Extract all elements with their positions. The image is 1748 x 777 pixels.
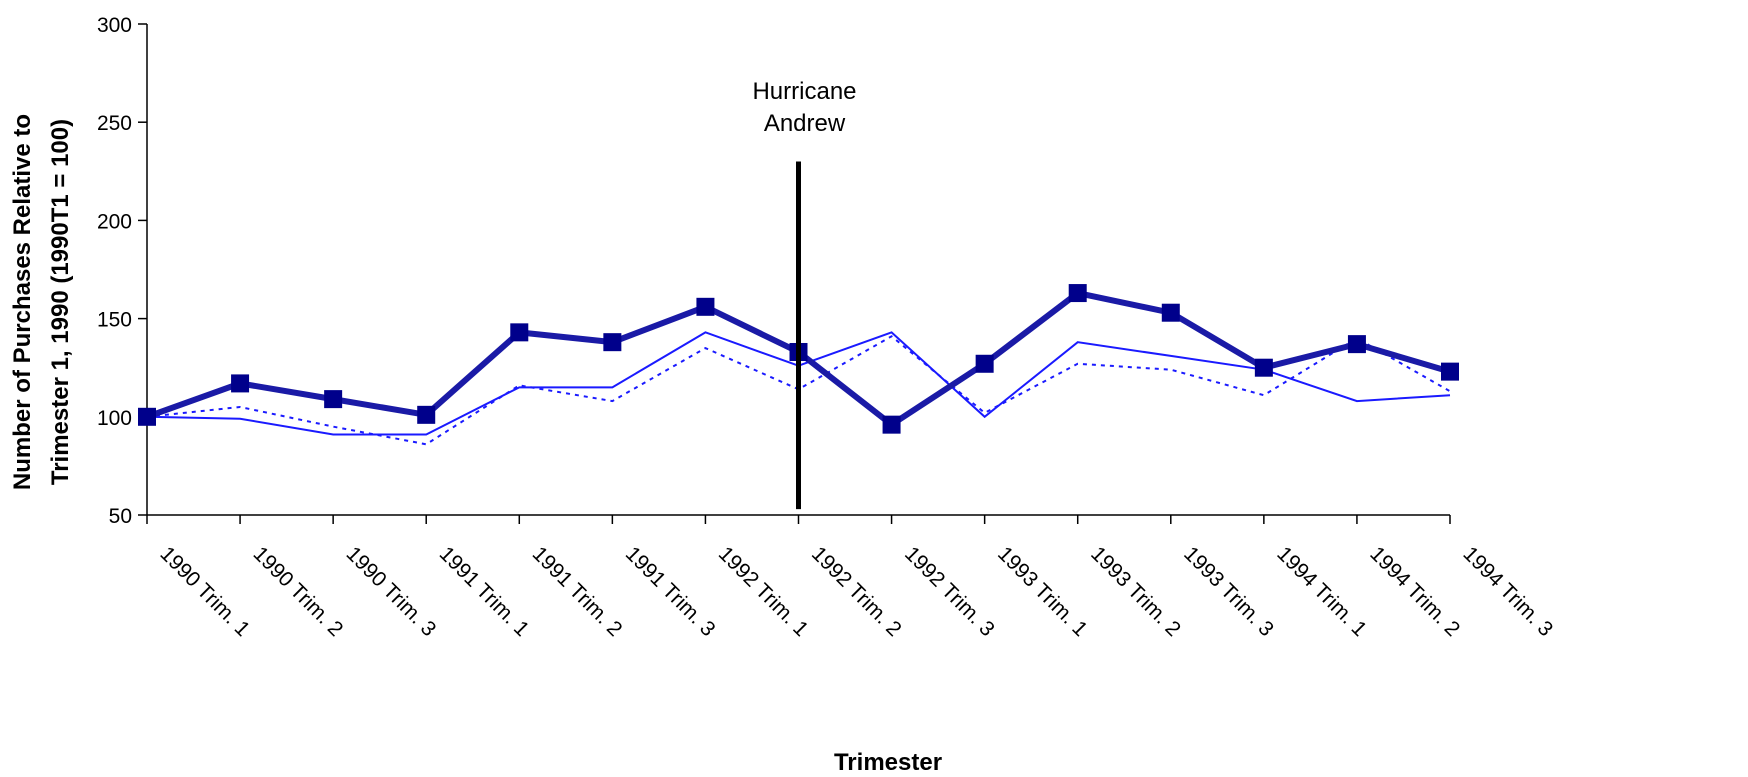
- data-point: [1441, 362, 1459, 381]
- x-tick-label: 1992 Trim. 3: [900, 542, 999, 641]
- data-point: [1347, 335, 1366, 354]
- x-tick-label: 1993 Trim. 2: [1086, 542, 1185, 641]
- data-point: [1161, 303, 1180, 322]
- y-axis-title: Number of Purchases Relative to Trimeste…: [9, 114, 74, 490]
- x-tick-label: 1993 Trim. 3: [1179, 542, 1278, 641]
- data-point: [696, 297, 715, 316]
- x-tick-label: 1991 Trim. 1: [435, 542, 534, 641]
- x-tick-label: 1991 Trim. 3: [621, 542, 720, 641]
- data-point: [417, 405, 436, 424]
- x-tick-label: 1991 Trim. 2: [528, 542, 627, 641]
- x-tick-label: 1994 Trim. 1: [1272, 542, 1371, 641]
- x-tick-label: 1994 Trim. 3: [1458, 542, 1557, 641]
- x-tick-label: 1990 Trim. 3: [342, 542, 441, 641]
- y-tick-label: 300: [97, 14, 132, 37]
- x-tick-label: 1992 Trim. 1: [714, 542, 813, 641]
- data-point: [603, 333, 622, 352]
- x-tick-label: 1990 Trim. 1: [155, 542, 254, 641]
- x-tick-label: 1990 Trim. 2: [249, 542, 348, 641]
- event-annotation-label: Andrew: [764, 110, 846, 137]
- y-axis-title-line-2: Trimester 1, 1990 (1990T1 = 100): [47, 119, 74, 485]
- x-tick-label: 1993 Trim. 1: [993, 542, 1092, 641]
- data-point: [138, 407, 156, 426]
- data-point: [1254, 358, 1273, 377]
- data-point: [1068, 284, 1087, 303]
- data-point: [975, 354, 994, 373]
- y-tick-label: 100: [97, 407, 132, 430]
- y-tick-label: 50: [109, 505, 132, 528]
- x-axis-title: Trimester: [834, 749, 942, 776]
- y-tick-label: 250: [97, 112, 132, 135]
- data-point: [882, 415, 901, 434]
- y-axis-title-line-1: Number of Purchases Relative to: [9, 114, 36, 490]
- data-point: [510, 323, 529, 342]
- y-tick-label: 200: [97, 210, 132, 233]
- x-tick-label: 1994 Trim. 2: [1365, 542, 1464, 641]
- data-point: [324, 390, 343, 409]
- y-tick-label: 150: [97, 309, 132, 332]
- event-annotation-label: Hurricane: [752, 78, 856, 105]
- data-point: [231, 374, 250, 393]
- x-tick-label: 1992 Trim. 2: [807, 542, 906, 641]
- annotation-layer: Hurricane Andrew: [752, 78, 857, 510]
